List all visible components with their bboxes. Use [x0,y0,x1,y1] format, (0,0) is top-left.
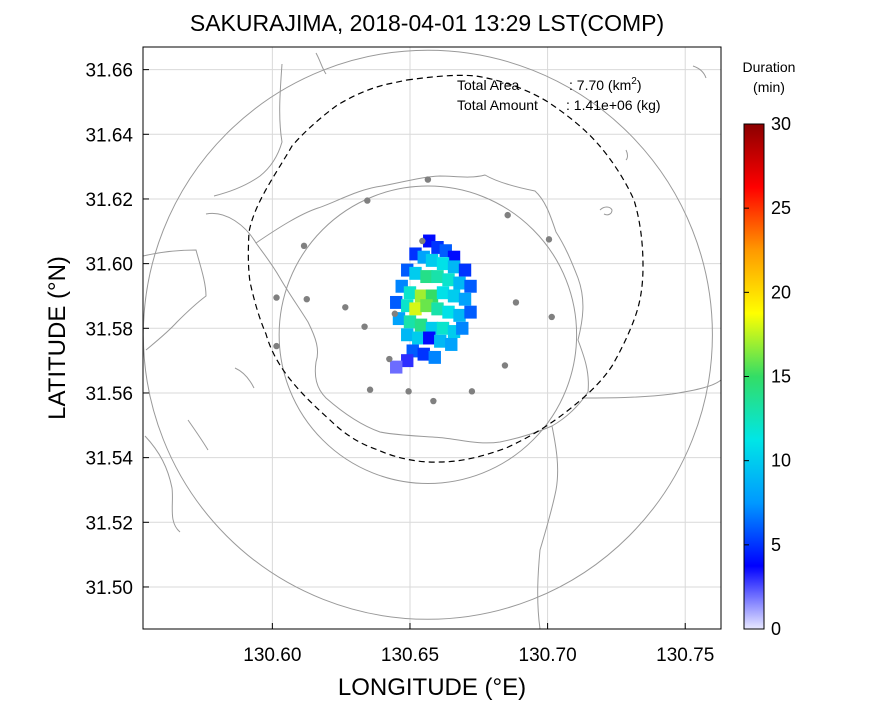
colorbar: Duration (min) 0 5 10 15 20 25 30 [743,59,796,639]
station-marker [303,296,310,303]
ashfall-cell [453,276,466,290]
observation-stations [273,176,555,405]
y-tick-label: 31.54 [85,449,133,470]
y-tick-label: 31.62 [85,190,133,211]
total-area-value: : 7.70 (km2) [569,76,641,93]
x-tick-label: 130.70 [519,645,577,666]
x-tick-label: 130.65 [381,645,439,666]
station-marker [405,388,412,395]
station-marker [273,294,280,301]
ashfall-cell [431,270,444,284]
colorbar-tick-label: 5 [771,535,781,555]
ashfall-cell [403,315,417,329]
info-box: Total Area : 7.70 (km2) Total Amount : 1… [457,76,661,113]
station-marker [342,304,349,311]
y-tick-label: 31.66 [85,61,133,82]
station-marker [468,388,476,395]
station-marker [545,236,553,243]
y-tick-label: 31.58 [85,319,133,340]
colorbar-tick-label: 10 [771,451,791,471]
station-marker [391,310,399,317]
colorbar-tick-label: 15 [771,367,791,387]
ashfall-cell [420,299,433,313]
ashfall-cell [464,305,477,319]
station-marker [501,362,509,369]
station-marker [386,355,393,363]
ashfall-cell [401,328,414,342]
ashfall-cell [414,289,428,303]
ashfall-cell [428,350,441,364]
y-axis-label: LATITUDE (°N) [44,256,71,420]
station-marker [504,211,511,219]
figure-title: SAKURAJIMA, 2018-04-01 13:29 LST(COMP) [190,10,664,36]
station-marker [366,386,374,393]
ashfall-cell [425,253,439,267]
ashfall-cell [431,302,444,316]
plot-frame [142,46,722,630]
y-tick-label: 31.56 [85,384,133,405]
total-amount-value: : 1.41e+06 (kg) [566,97,661,113]
ashfall-cell [436,257,450,271]
colorbar-title: Duration [743,59,796,75]
x-axis-label: LONGITUDE (°E) [338,674,526,701]
ashfall-cell [442,305,455,319]
ashfall-cell [420,270,433,284]
ashfall-cell [409,302,422,316]
colorbar-unit: (min) [753,79,785,95]
station-marker [300,242,308,250]
ashfall-cell [414,318,428,332]
total-amount-label: Total Amount [457,97,538,113]
station-marker [419,237,426,245]
ashfall-cell [458,263,472,277]
ashfall-cell [442,273,455,287]
ashfall-cell [390,295,403,309]
ashfall-cell [423,331,436,345]
grid-lines [143,47,721,629]
ashfall-cell [409,266,422,280]
ashfall-cell [403,286,417,300]
y-axis-ticks: 31.50 31.52 31.54 31.56 31.58 31.60 31.62 31.64… [85,61,149,599]
station-marker [424,176,432,183]
station-marker [361,323,368,330]
station-marker [512,299,520,306]
station-marker [364,197,371,204]
ashfall-cell [412,331,425,345]
y-tick-label: 31.60 [85,255,133,276]
ashfall-cell [447,260,461,274]
colorbar-tick-label: 20 [771,282,791,302]
x-tick-label: 130.75 [656,645,714,666]
station-marker [548,313,555,321]
x-axis-ticks: 130.60 130.65 130.70 130.75 [243,623,714,666]
y-tick-label: 31.50 [85,578,133,599]
ashfall-cell [401,354,414,368]
y-tick-label: 31.52 [85,513,133,534]
colorbar-tick-label: 25 [771,198,791,218]
ashfall-cell [417,347,430,361]
ashfall-cell [436,321,450,335]
coastline [143,52,721,629]
ashfall-cell [434,334,447,348]
inner-range-circle [278,185,578,484]
total-area-label: Total Area [457,77,519,93]
ashfall-cell [456,321,469,335]
ashfall-cell [458,292,472,306]
colorbar-ticks: 0 5 10 15 20 25 30 [744,114,791,639]
ashfall-cell [436,286,450,300]
colorbar-tick-label: 0 [771,619,781,639]
colorbar-tick-label: 30 [771,114,791,134]
ashfall-cell [425,289,439,303]
station-marker [273,342,280,350]
ashfall-cell [445,338,458,351]
ashfall-cell [447,289,461,303]
station-marker [430,397,437,405]
ashfall-cell [390,360,403,374]
y-tick-label: 31.64 [85,125,133,146]
x-tick-label: 130.60 [243,645,301,666]
ashfall-duration-cells [390,234,477,374]
ashfall-cell [453,308,466,322]
ashfall-cell [464,279,477,293]
